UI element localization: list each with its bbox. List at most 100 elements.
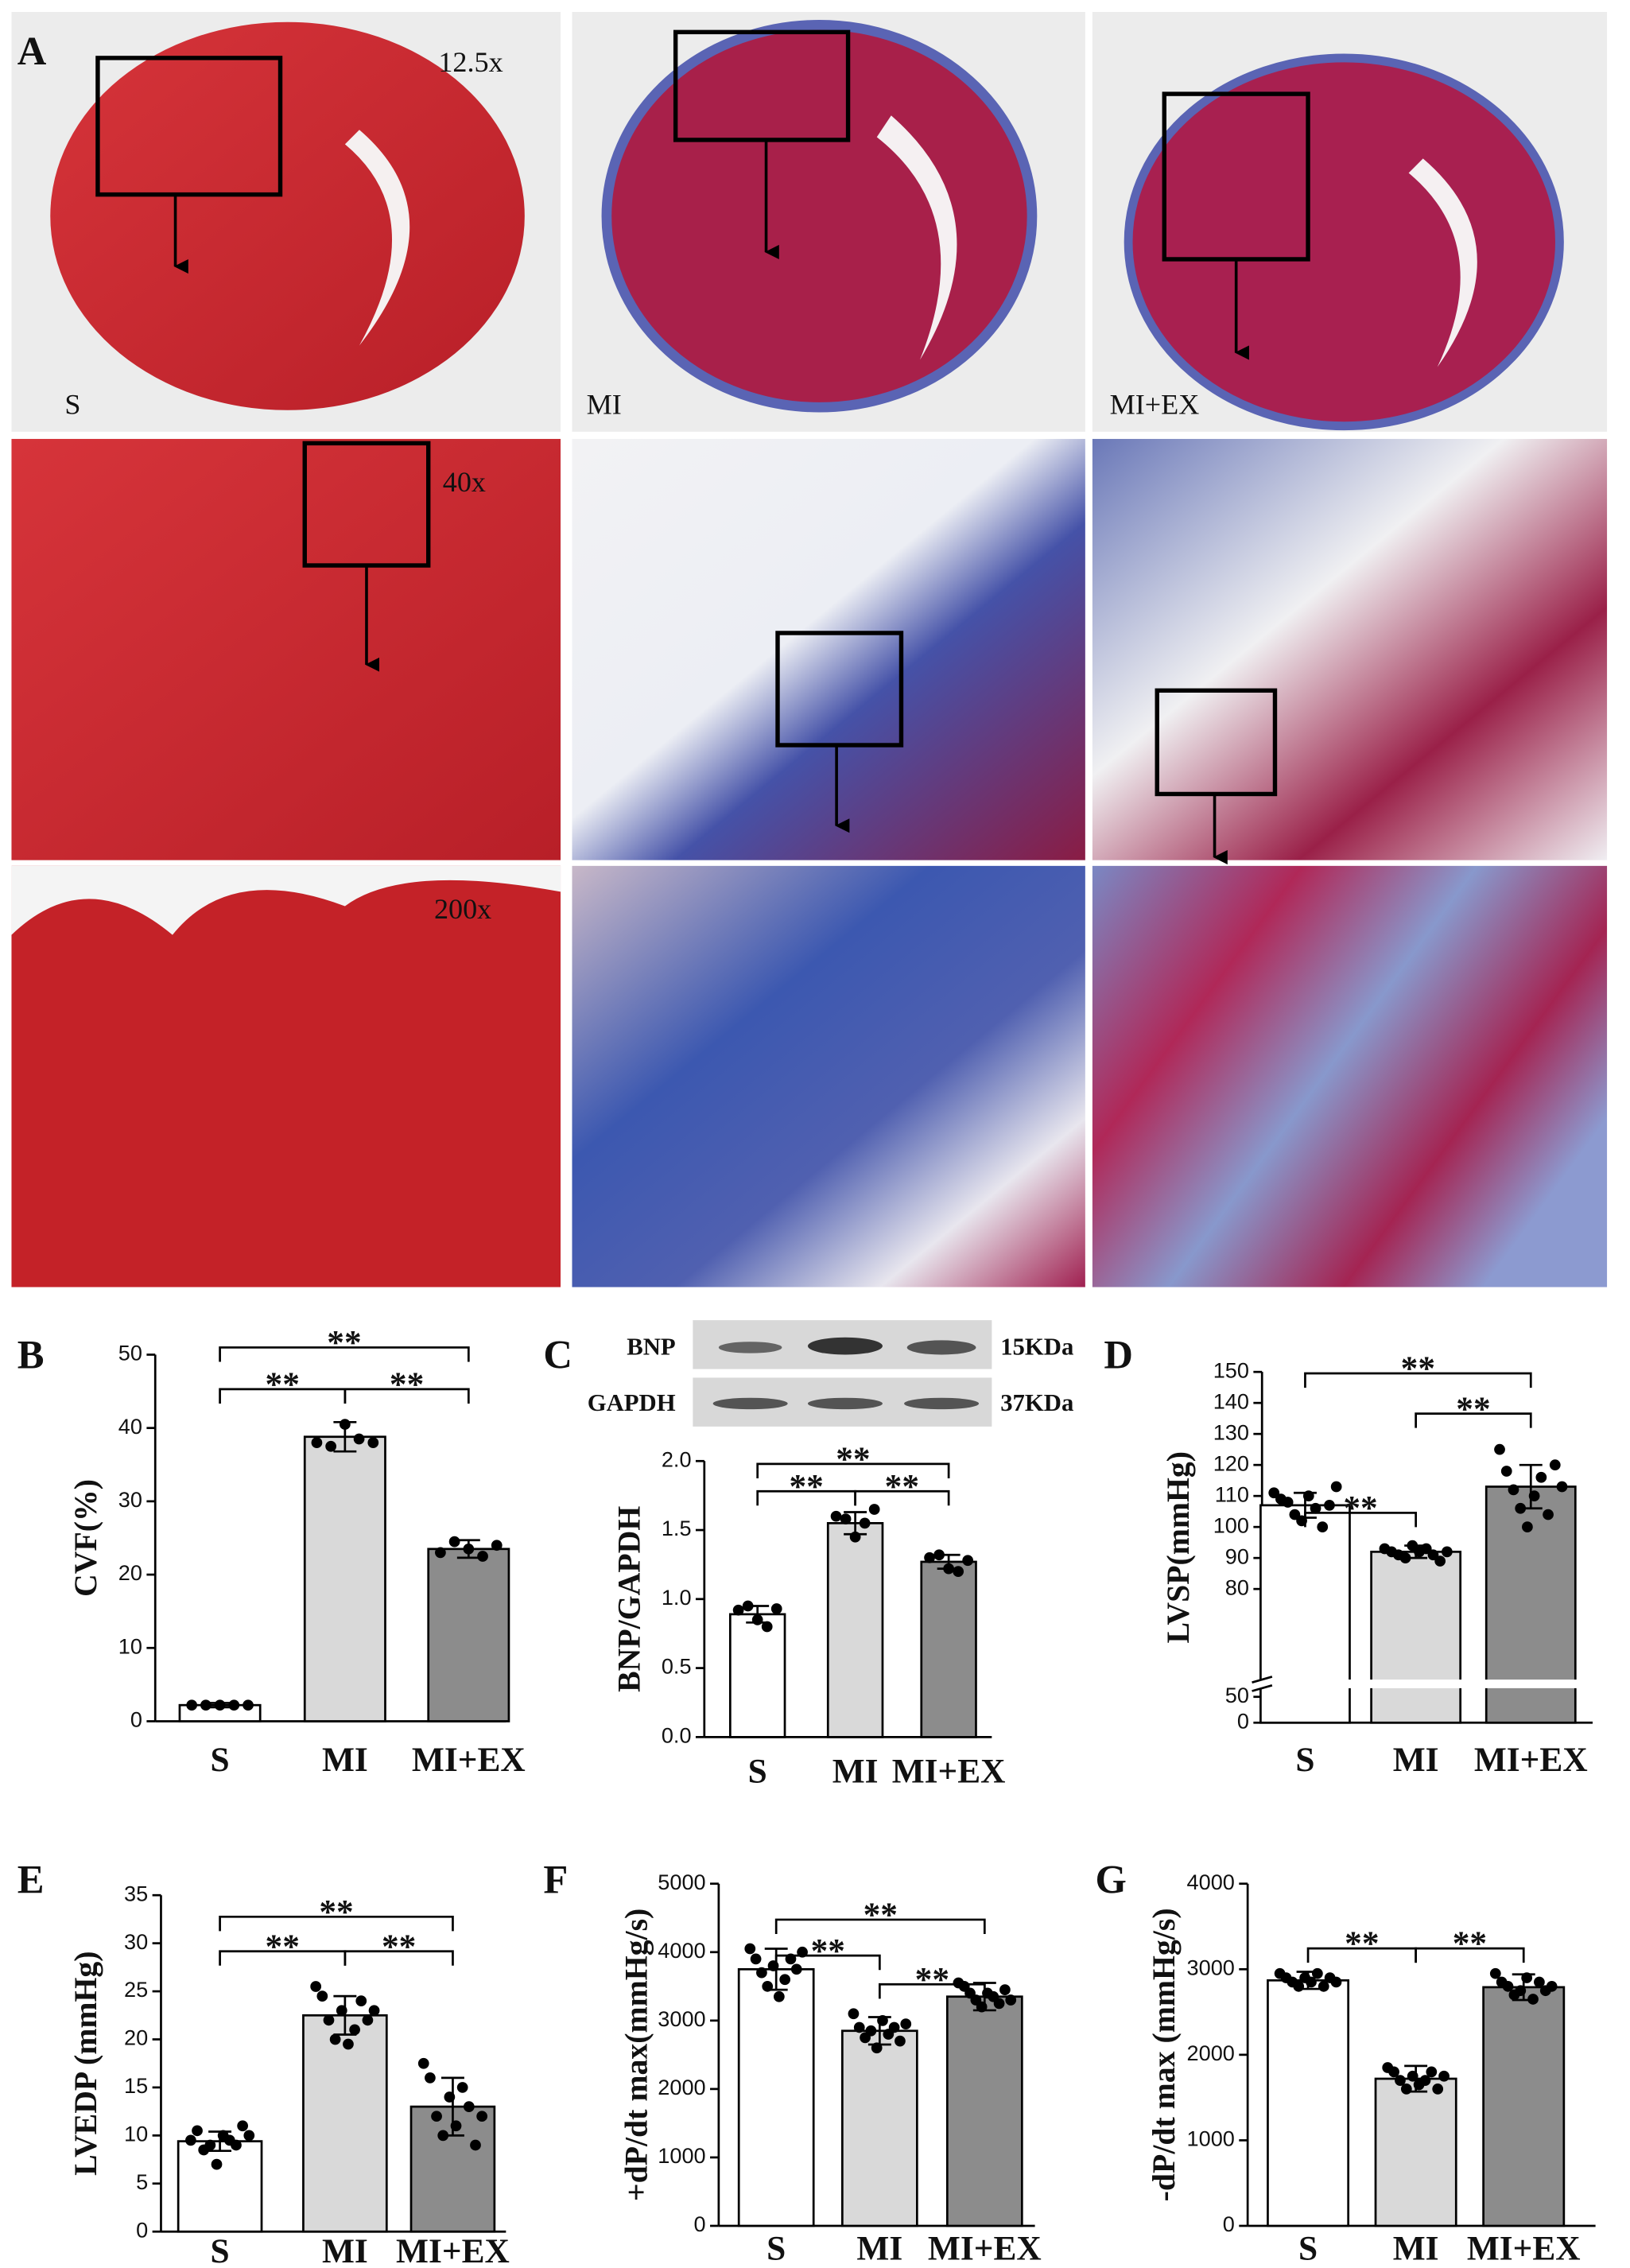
data-point (1324, 1499, 1335, 1511)
data-point (756, 1967, 767, 1979)
data-point (1500, 1466, 1512, 1477)
data-point (1438, 2070, 1450, 2082)
data-point (849, 1531, 861, 1543)
data-point (450, 2120, 462, 2132)
x-tick-label: MI (1393, 1741, 1439, 1779)
tissue-edge (11, 865, 561, 935)
data-point (1306, 1976, 1317, 1988)
y-tick-label: 0.5 (662, 1654, 692, 1679)
y-tick-label: 100 (1213, 1513, 1249, 1537)
data-point (1426, 2066, 1438, 2078)
panel-letter: B (17, 1333, 45, 1377)
heart-section (1124, 53, 1564, 431)
data-point (744, 1943, 756, 1955)
y-tick-label: 0 (1223, 2212, 1235, 2236)
y-tick-label: 2000 (1187, 2041, 1235, 2065)
data-point (1434, 1555, 1446, 1567)
significance-label: ** (327, 1324, 361, 1362)
zoom-box (95, 56, 283, 197)
y-tick-label: 1.0 (662, 1585, 692, 1610)
data-point (186, 1699, 198, 1711)
data-point (999, 1984, 1011, 1995)
significance-bracket (1415, 1412, 1532, 1428)
data-point (1494, 1443, 1505, 1455)
data-point (976, 2001, 988, 2013)
band (807, 1397, 883, 1410)
y-tick-label: 140 (1213, 1388, 1249, 1413)
data-point (1442, 1546, 1453, 1558)
axis-break (1250, 1680, 1593, 1688)
data-point (1388, 2066, 1399, 2078)
data-point (770, 1603, 782, 1614)
data-point (859, 1517, 871, 1529)
data-point (943, 1563, 954, 1575)
zoom-boxes (95, 29, 1310, 797)
data-point (1005, 1994, 1017, 2006)
histology-image (11, 438, 561, 860)
y-tick-label: 2000 (658, 2075, 705, 2099)
data-point (470, 2139, 481, 2151)
data-point (953, 1566, 964, 1577)
significance-bracket (219, 1915, 454, 1932)
data-point (1318, 1980, 1329, 1992)
y-tick-label: 5000 (658, 1870, 705, 1894)
cavity (1408, 158, 1477, 367)
data-point (243, 2130, 255, 2142)
significance-label: ** (885, 1467, 919, 1505)
y-tick-label: 50 (1225, 1683, 1249, 1707)
data-point (868, 1504, 880, 1515)
y-tick-label: 35 (124, 1881, 148, 1905)
data-point (1312, 1967, 1323, 1979)
data-point (214, 1699, 226, 1711)
data-point (362, 2014, 374, 2026)
x-tick-label: MI+EX (412, 1741, 526, 1779)
bar (920, 1560, 977, 1738)
data-point (1302, 1490, 1314, 1502)
data-point (1546, 1980, 1558, 1992)
x-tick-label: S (1298, 2229, 1318, 2267)
data-point (1522, 1521, 1533, 1533)
data-point (1407, 2070, 1418, 2082)
y-tick-label: 50 (118, 1341, 142, 1365)
x-tick-label: S (766, 2229, 786, 2267)
data-point (1527, 1994, 1539, 2005)
axis-break-mark (1252, 1676, 1273, 1692)
data-point (1489, 1967, 1501, 1979)
panel-letter: C (543, 1333, 572, 1377)
data-point (924, 1551, 935, 1563)
blot-size: 15KDa (1000, 1333, 1073, 1360)
data-point (325, 1440, 337, 1452)
data-point (431, 2111, 442, 2122)
band (712, 1397, 788, 1410)
data-point (1521, 1972, 1533, 1983)
significance-label: ** (1453, 1924, 1487, 1963)
data-point (367, 1437, 379, 1448)
bar (737, 1967, 815, 2227)
panel-letter: A (17, 29, 47, 73)
data-point (751, 1614, 763, 1625)
group-label: MI+EX (1110, 388, 1200, 420)
data-point (185, 2134, 196, 2146)
data-point (463, 2101, 475, 2112)
significance-label: ** (836, 1440, 870, 1478)
x-tick-label: S (1295, 1741, 1314, 1779)
significance-label: ** (1345, 1924, 1379, 1963)
cavity (344, 130, 410, 346)
y-tick-label: 10 (124, 2122, 148, 2146)
y-tick-label: 25 (124, 1977, 148, 2002)
histology-image (1092, 438, 1608, 860)
y-tick-label: 3000 (658, 2006, 705, 2031)
data-point (1310, 1502, 1321, 1514)
significance-bracket (343, 1388, 470, 1404)
significance-bracket (219, 1346, 470, 1362)
data-point (204, 2139, 216, 2151)
data-point (456, 2082, 468, 2093)
significance-bracket (854, 1489, 950, 1506)
data-point (1535, 1471, 1547, 1483)
data-point (425, 2072, 436, 2084)
data-point (491, 1540, 503, 1551)
significance-label: ** (390, 1365, 424, 1404)
x-tick-label: MI (832, 1752, 879, 1790)
x-tick-label: MI (322, 2232, 368, 2268)
